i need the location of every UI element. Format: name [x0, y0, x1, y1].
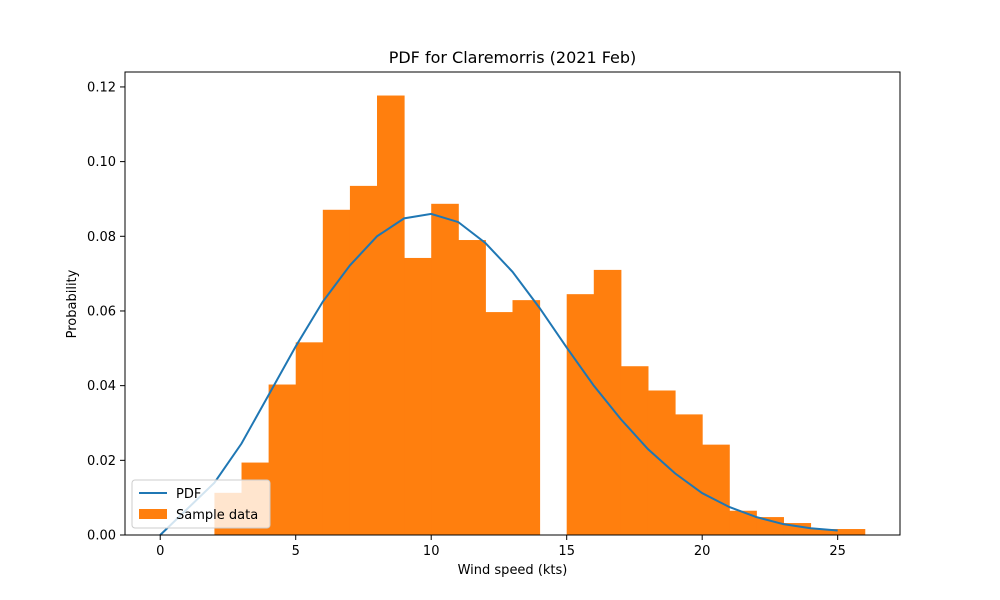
histogram-bar	[566, 294, 595, 535]
histogram-bar	[295, 342, 324, 535]
legend-sample-data-label: Sample data	[176, 508, 258, 523]
histogram-bar	[349, 185, 378, 536]
legend: PDF Sample data	[131, 479, 271, 529]
histogram-bar	[485, 312, 513, 535]
x-axis-title: Wind speed (kts)	[458, 563, 568, 578]
histogram-bar	[268, 384, 297, 535]
x-tick-label: 0	[156, 544, 164, 559]
x-tick-label: 5	[292, 544, 300, 559]
x-tick-label: 15	[558, 544, 575, 559]
histogram-bar	[837, 529, 866, 535]
x-axis-ticks: 0 5 10 15 20 25	[156, 535, 846, 559]
histogram-bar	[404, 257, 432, 535]
histogram-bars	[214, 95, 866, 536]
histogram-bar	[512, 300, 541, 535]
histogram-bar	[620, 366, 649, 535]
legend-sample-data-swatch	[139, 509, 167, 519]
histogram-bar	[458, 240, 486, 535]
y-tick-label: 0.08	[87, 230, 116, 245]
histogram-bar	[431, 203, 459, 535]
y-axis-title: Probability	[65, 269, 80, 338]
histogram-bar	[783, 523, 812, 535]
y-tick-label: 0.12	[87, 80, 116, 95]
legend-pdf-label: PDF	[176, 487, 201, 502]
pdf-line	[159, 212, 838, 536]
pdf-line-layer	[159, 212, 838, 536]
y-tick-label: 0.10	[87, 155, 116, 170]
y-tick-label: 0.00	[87, 529, 116, 544]
y-tick-label: 0.04	[87, 379, 116, 394]
histogram-bar	[810, 529, 839, 535]
x-tick-label: 10	[423, 544, 440, 559]
chart-title: PDF for Claremorris (2021 Feb)	[389, 48, 637, 67]
y-tick-label: 0.02	[87, 454, 116, 469]
y-axis-ticks: 0.00 0.02 0.04 0.06 0.08 0.10 0.12	[87, 80, 125, 544]
plot-frame	[124, 71, 901, 536]
histogram-bar	[322, 209, 351, 535]
histogram-bar	[675, 414, 703, 535]
y-tick-label: 0.06	[87, 304, 116, 319]
histogram-bar	[729, 510, 757, 535]
x-tick-label: 25	[829, 544, 846, 559]
x-tick-label: 20	[694, 544, 711, 559]
histogram-bar	[702, 444, 730, 535]
histogram-bar	[377, 95, 405, 536]
